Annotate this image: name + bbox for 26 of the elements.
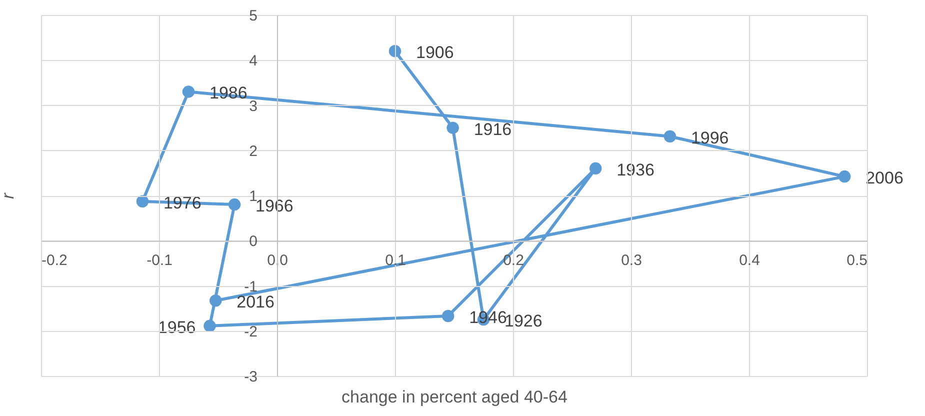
y-tick-label: -1 — [244, 278, 258, 296]
annotation: 1996 — [690, 128, 729, 148]
y-tick-label: 2 — [249, 142, 258, 160]
y-tick-label: 4 — [249, 52, 258, 70]
x-tick-label: 0.4 — [739, 252, 760, 270]
annotation: 1916 — [474, 120, 512, 139]
annotation: 1936 — [616, 160, 654, 180]
annotation: 2016 — [236, 292, 274, 312]
y-tick-label: -2 — [244, 323, 258, 340]
x-axis-title: change in percent aged 40-64 — [342, 388, 568, 406]
x-tick-label: 0.5 — [846, 252, 868, 270]
x-tick-label: 0.3 — [621, 252, 642, 270]
annotation: 1906 — [416, 43, 454, 62]
y-tick-label: 3 — [249, 98, 258, 115]
x-tick-label: -0.1 — [146, 252, 172, 270]
y-axis-title: r — [0, 192, 18, 199]
x-tick-label: -0.2 — [42, 252, 68, 270]
x-tick-label: 0.0 — [267, 252, 288, 270]
y-tick-label: 0 — [249, 233, 258, 250]
y-tick-label: 5 — [249, 8, 258, 24]
annotation: 2006 — [866, 168, 904, 188]
y-tick-label: -3 — [244, 368, 258, 386]
annotation: 1966 — [256, 196, 294, 216]
annotation: 1926 — [504, 312, 542, 331]
y-tick-label: 1 — [249, 188, 258, 205]
x-tick-label: 0.2 — [503, 252, 524, 270]
